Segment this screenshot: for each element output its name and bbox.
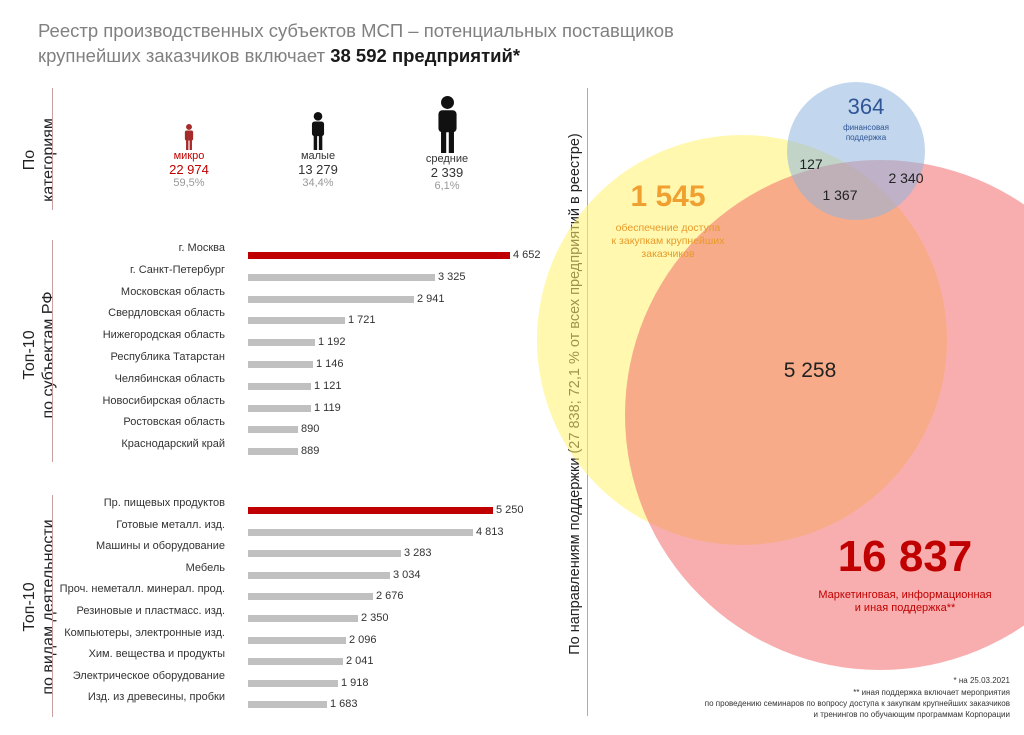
bar — [248, 528, 473, 536]
bar-label: Новосибирская область — [102, 394, 225, 407]
bar — [248, 658, 343, 666]
bar-label: Изд. из древесины, пробки — [87, 691, 225, 704]
venn-circle-marketing — [625, 160, 1024, 670]
bar-label: Мебель — [185, 561, 225, 574]
bar — [248, 426, 298, 434]
venn-access-label: обеспечение доступа к закупкам крупнейши… — [611, 222, 725, 260]
venn-finance-value: 364 — [847, 94, 885, 119]
bar-value-label: 1 192 — [318, 336, 346, 349]
bar — [248, 339, 315, 347]
bar — [248, 571, 390, 579]
venn-marketing-value: 16 837 — [837, 532, 973, 581]
bar — [248, 550, 401, 558]
bar-label: Проч. неметалл. минерал. прод. — [59, 583, 225, 596]
bar-value-label: 3 325 — [438, 270, 466, 283]
bar — [248, 317, 345, 325]
venn-finance-label: финансовая поддержка — [843, 123, 889, 142]
bar-label: г. Санкт-Петербург — [129, 263, 225, 276]
bar — [248, 252, 510, 259]
category-medium: средние 2 339 6,1% — [407, 96, 487, 192]
category-micro: микро 22 974 59,5% — [149, 124, 229, 189]
bar-value-label: 2 096 — [349, 633, 377, 646]
bar-label: Компьютеры, электронные изд. — [64, 626, 225, 639]
bar-value-label: 1 121 — [314, 379, 342, 392]
bar-value-label: 890 — [301, 423, 320, 436]
title-prefix: Реестр производственных субъектов МСП – … — [38, 20, 674, 66]
bar-value-label: 3 034 — [393, 568, 421, 581]
bar-label: Электрическое оборудование — [72, 669, 225, 682]
bar-value-label: 3 283 — [404, 547, 432, 560]
bar — [248, 615, 358, 622]
bar — [248, 404, 311, 412]
bar-value-label: 4 652 — [513, 249, 541, 261]
bar-value-label: 4 813 — [476, 525, 504, 538]
divider-industries — [52, 495, 53, 717]
venn-access-value: 1 545 — [630, 180, 706, 213]
venn-int-finance-marketing: 2 340 — [888, 170, 924, 186]
bar-label: Готовые металл. изд. — [116, 518, 225, 531]
bar — [248, 636, 346, 644]
bar-value-label: 1 146 — [316, 358, 344, 370]
bar — [248, 679, 338, 687]
bar-value-label: 5 250 — [496, 504, 524, 516]
bar-value-label: 1 918 — [341, 676, 369, 689]
bar-label: Краснодарский край — [121, 438, 225, 451]
category-small: малые 13 279 34,4% — [278, 112, 358, 189]
bar-value-label: 1 119 — [314, 401, 341, 414]
bar-label: Свердловская область — [108, 307, 225, 320]
bar-value-label: 2 041 — [346, 655, 374, 668]
person-icon — [184, 124, 194, 150]
venn-marketing-label: Маркетинговая, информационная и иная под… — [818, 589, 992, 614]
person-icon — [437, 96, 457, 153]
bar-value-label: 2 676 — [376, 590, 404, 603]
venn-int-access-marketing: 5 258 — [783, 359, 837, 382]
bar-label: г. Москва — [178, 242, 225, 254]
bar-label: Ростовская область — [123, 416, 225, 429]
bar-value-label: 2 941 — [417, 292, 445, 305]
bar — [248, 295, 414, 303]
bar-label: Резиновые и пластмасс. изд. — [76, 605, 225, 617]
footnote-trainings: и тренингов по обучающим программам Корп… — [813, 710, 1010, 719]
bar-value-label: 889 — [301, 445, 320, 458]
divider-categories — [52, 88, 53, 210]
bar — [248, 448, 298, 456]
footnote-date: * на 25.03.2021 — [953, 676, 1010, 685]
venn-int-access-finance: 127 — [799, 156, 823, 172]
bar-label: Республика Татарстан — [110, 351, 225, 363]
person-icon — [311, 112, 325, 150]
bar-value-label: 1 721 — [348, 314, 376, 327]
venn-circle-finance — [787, 82, 925, 220]
bar — [248, 273, 435, 281]
bar-label: Челябинская область — [114, 372, 225, 385]
bar-value-label: 1 683 — [330, 698, 358, 711]
footnote-other-support: ** иная поддержка включает мероприятия — [853, 688, 1010, 697]
page-title: Реестр производственных субъектов МСП – … — [38, 18, 738, 68]
title-highlight: 38 592 предприятий* — [330, 45, 521, 66]
bar — [248, 701, 327, 709]
footnote-seminars: по проведению семинаров по вопросу досту… — [704, 699, 1010, 708]
bar-label: Машины и оборудование — [96, 540, 225, 553]
bar — [248, 593, 373, 601]
bar — [248, 382, 311, 390]
divider-regions — [52, 240, 53, 462]
bar-label: Московская область — [120, 285, 225, 298]
bar — [248, 507, 493, 514]
bar — [248, 361, 313, 368]
bar-label: Хим. вещества и продукты — [88, 648, 225, 661]
bar-label: Пр. пищевых продуктов — [103, 497, 225, 509]
bar-value-label: 2 350 — [361, 612, 389, 624]
bar-label: Нижегородская область — [102, 329, 225, 342]
venn-int-all: 1 367 — [822, 187, 858, 203]
